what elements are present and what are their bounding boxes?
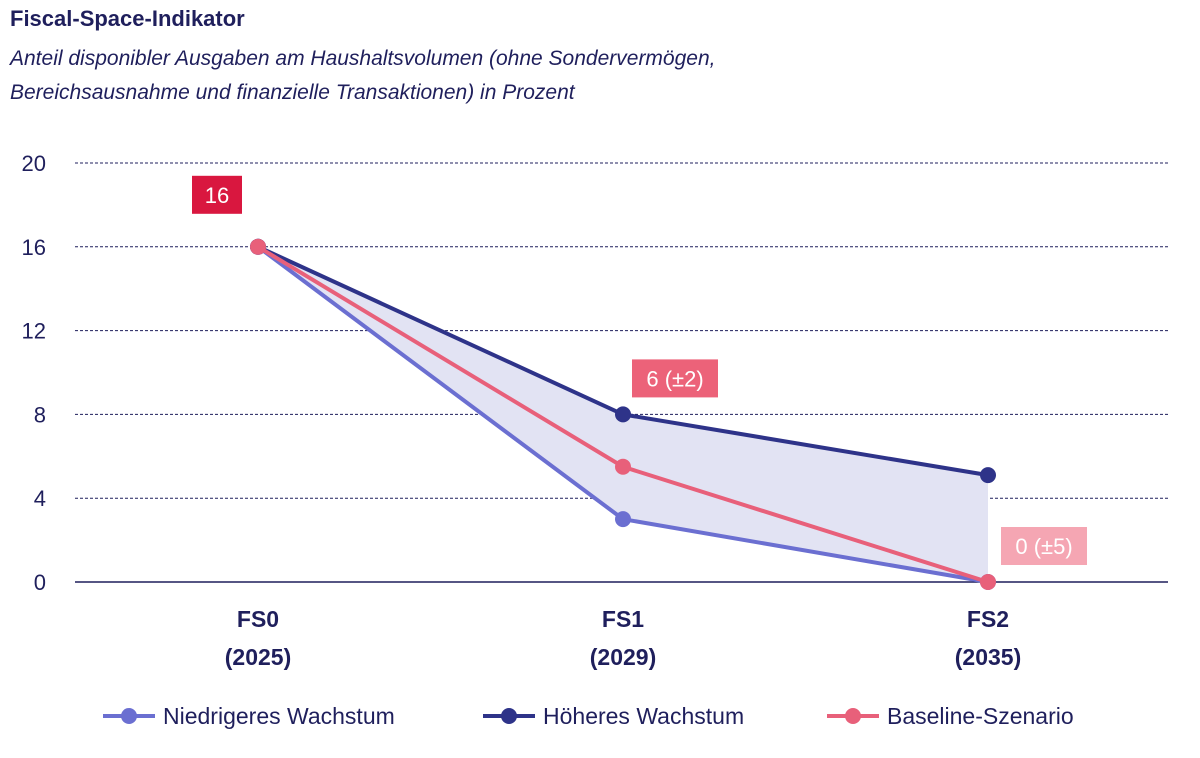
x-tick-label: FS0 [237,606,279,632]
data-point [980,574,996,590]
legend-marker [501,708,517,724]
x-tick-label: FS2 [967,606,1009,632]
y-tick-label: 4 [34,486,46,511]
data-point [615,458,631,475]
annotation-box [192,175,242,214]
y-tick-label: 20 [22,151,46,176]
y-tick-label: 16 [22,235,46,260]
legend-marker [845,708,861,724]
legend-label: Niedrigeres Wachstum [163,703,395,729]
subtitle-line-2: Bereichsausnahme und finanzielle Transak… [10,81,575,104]
data-point [615,511,631,528]
y-tick-label: 8 [34,402,46,427]
annotation-label: 6 (±2) [646,366,703,391]
chart-subtitle: Anteil disponibler Ausgaben am Haushalts… [10,42,1010,110]
x-tick-year-label: (2029) [590,644,656,670]
legend-label: Baseline-Szenario [887,703,1074,729]
annotation-label: 0 (±5) [1015,534,1072,559]
x-tick-year-label: (2035) [955,644,1021,670]
y-tick-label: 12 [22,319,46,344]
x-tick-label: FS1 [602,606,644,632]
legend-marker [121,708,137,724]
y-tick-label: 0 [34,570,46,595]
data-point [250,238,266,255]
data-point [615,406,631,423]
annotation-box [632,359,718,398]
x-tick-year-label: (2025) [225,644,291,670]
data-point [980,467,996,484]
subtitle-line-1: Anteil disponibler Ausgaben am Haushalts… [10,47,716,70]
legend-label: Höheres Wachstum [543,703,744,729]
annotation-box [1001,527,1087,565]
chart-title: Fiscal-Space-Indikator [10,6,245,31]
annotation-label: 16 [205,183,229,208]
